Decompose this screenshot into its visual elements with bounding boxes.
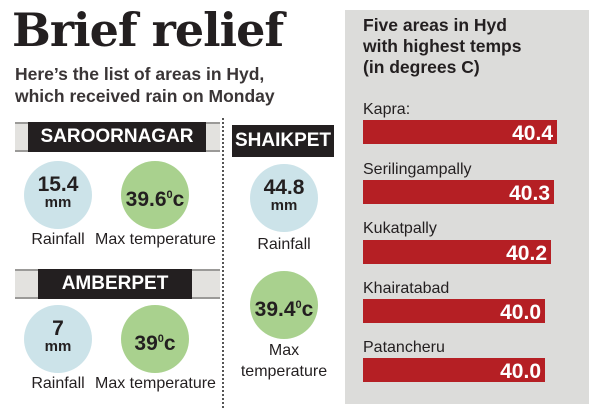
bar-value-label-2: 40.3 [509,182,550,205]
amberpet-rainfall-value: 7 [52,317,64,340]
bar-value-label-1: 40.4 [512,122,553,145]
saroornagar-degree-sign: 0 [166,189,173,201]
chart-title-line-1: Five areas in Hyd [363,15,507,35]
saroornagar-banner: SAROORNAGAR [28,122,206,152]
saroornagar-rainfall-label: Rainfall [31,231,85,248]
bar-label-4: Khairatabad [363,280,450,297]
saroornagar-temp-value: 39.6 [125,188,167,211]
amberpet-temp-label: Max temperature [95,375,216,392]
amberpet-rainfall-label: Rainfall [31,375,85,392]
shaikpet-banner: SHAIKPET [232,125,334,157]
shaikpet-temp-value: 39.4 [254,298,296,321]
shaikpet-temp-value-line: 39.40c [250,294,318,321]
chart-title-line-3: (in degrees C) [363,57,480,77]
shaikpet-rainfall-value: 44.8 [263,176,305,199]
shaikpet-rainfall-circle: 44.8 mm [250,164,318,232]
bar-label-5: Patancheru [363,339,445,356]
saroornagar-rainfall-value: 15.4 [37,173,79,196]
bar-label-3: Kukatpally [363,220,437,237]
chart-title: Five areas in Hyd with highest temps (in… [363,15,521,78]
amberpet-temp-value: 39 [134,332,158,355]
headline: Brief relief [12,3,284,57]
subhead-line-1: Here’s the list of areas in Hyd, [15,64,265,84]
subhead-line-2: which received rain on Monday [15,86,275,106]
bar-4 [363,299,545,323]
saroornagar-temp-unit: c [172,188,185,211]
shaikpet-rainfall-unit: mm [270,197,298,214]
bar-value-label-5: 40.0 [500,360,541,383]
amberpet-banner: AMBERPET [38,269,192,299]
saroornagar-temp-label: Max temperature [95,231,216,248]
chart-panel [345,10,589,404]
shaikpet-temp-circle: 39.40c [250,271,318,339]
bar-value-label-3: 40.2 [506,242,547,265]
amberpet-temp-unit: c [163,332,176,355]
amberpet-rainfall-unit: mm [44,338,72,355]
bar-3 [363,240,551,264]
amberpet-temp-value-line: 390c [121,328,189,355]
bar-2 [363,180,554,204]
shaikpet-temp-label-line-1: Max [268,342,300,359]
saroornagar-temp-circle: 39.60c [121,161,189,229]
shaikpet-rainfall-label: Rainfall [257,236,311,253]
column-divider [222,118,224,408]
amberpet-rainfall-circle: 7 mm [24,305,92,373]
amberpet-degree-sign: 0 [157,333,164,345]
subhead: Here’s the list of areas in Hyd, which r… [15,63,275,107]
shaikpet-temp-unit: c [301,298,314,321]
shaikpet-degree-sign: 0 [295,299,302,311]
amberpet-temp-circle: 390c [121,305,189,373]
bar-value-label-4: 40.0 [500,301,541,324]
bar-5 [363,358,545,382]
saroornagar-rainfall-circle: 15.4 mm [24,161,92,229]
chart-title-line-2: with highest temps [363,36,522,56]
shaikpet-temp-label-line-2: temperature [240,363,328,380]
bar-1 [363,120,557,144]
bar-label-1: Kapra: [363,101,411,118]
saroornagar-rainfall-unit: mm [44,194,72,211]
saroornagar-temp-value-line: 39.60c [121,184,189,211]
bar-label-2: Serilingampally [363,161,472,178]
